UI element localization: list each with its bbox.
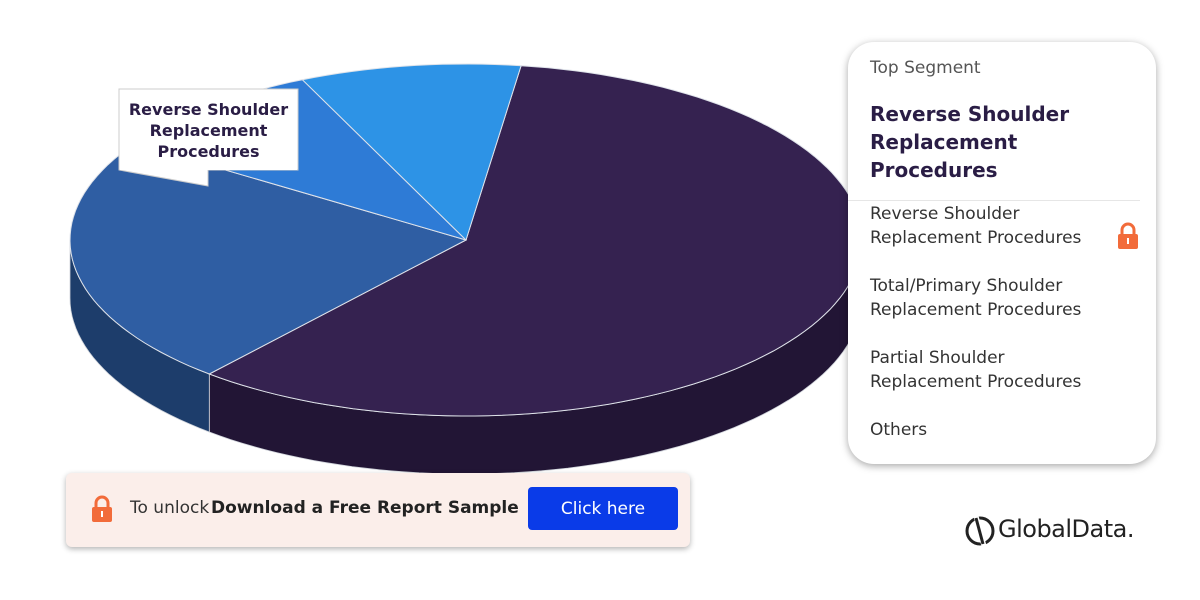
unlock-banner: To unlock Download a Free Report Sample … — [66, 473, 690, 547]
callout-label: Reverse Shoulder Replacement Procedures — [120, 90, 297, 170]
divider — [848, 200, 1140, 201]
banner-text: Download a Free Report Sample — [211, 498, 519, 518]
segment-item: Total/Primary Shoulder Replacement Proce… — [870, 276, 1082, 320]
panel-label: Top Segment — [870, 58, 981, 78]
top-segment: Reverse Shoulder Replacement Procedures — [870, 102, 1070, 182]
lock-icon — [1118, 222, 1138, 249]
segment-item: Reverse Shoulder Replacement Procedures — [870, 204, 1082, 248]
pie-slice — [69, 143, 468, 375]
brand-name: GlobalData. — [998, 515, 1135, 543]
pie-slice — [301, 63, 522, 241]
segment-item: Others — [870, 420, 928, 440]
segment-item: Partial Shoulder Replacement Procedures — [870, 348, 1082, 392]
click-here-button[interactable]: Click here — [528, 487, 678, 530]
segment-panel: Top Segment Reverse Shoulder Replacement… — [848, 42, 1156, 464]
pie-slice — [208, 65, 863, 417]
brand-logo — [965, 515, 995, 547]
banner-prefix: To unlock — [130, 498, 210, 518]
lock-icon — [92, 495, 112, 522]
